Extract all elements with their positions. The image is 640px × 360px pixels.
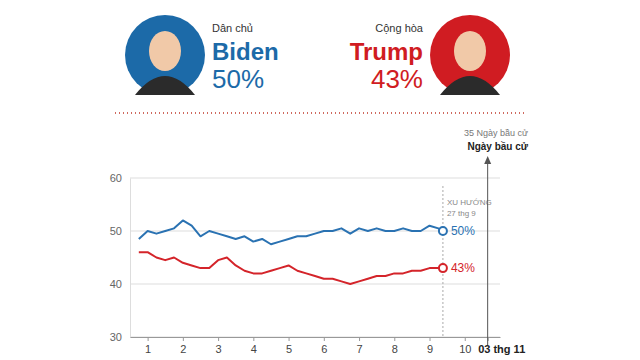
x-tick-mark bbox=[465, 337, 466, 341]
x-tick-mark bbox=[183, 337, 184, 341]
x-tick-label: 2 bbox=[180, 343, 186, 355]
x-tick-mark bbox=[289, 337, 290, 341]
portrait-head bbox=[454, 31, 486, 71]
candidate-name: Biden bbox=[212, 38, 279, 65]
y-tick: 40 bbox=[110, 278, 130, 290]
x-tick: 3 bbox=[216, 337, 222, 355]
y-tick: 60 bbox=[110, 172, 130, 184]
y-axis-line bbox=[130, 179, 131, 338]
x-tick-mark bbox=[218, 337, 219, 341]
chart: Dân chủBiden50%Cộng hòaTrump43%304050601… bbox=[0, 0, 640, 360]
y-tick: 50 bbox=[110, 225, 130, 237]
y-tick-label: 40 bbox=[110, 278, 122, 290]
trend-label: XU HƯỚNG bbox=[447, 198, 492, 207]
y-tick-label: 30 bbox=[110, 331, 122, 343]
candidate-share: 50% bbox=[212, 64, 264, 94]
x-tick-label: 5 bbox=[286, 343, 292, 355]
trend-line bbox=[442, 186, 443, 337]
grid-line bbox=[130, 178, 500, 179]
x-tick: 1 bbox=[145, 337, 151, 355]
x-tick-mark bbox=[148, 337, 149, 341]
party: Dân chủ bbox=[212, 22, 253, 34]
plot-area bbox=[139, 220, 447, 284]
x-tick-label: 8 bbox=[392, 343, 398, 355]
series-line bbox=[139, 220, 443, 244]
x-tick-label: 10 bbox=[459, 343, 471, 355]
election-line bbox=[487, 162, 488, 345]
x-tick-label: 6 bbox=[321, 343, 327, 355]
x-tick: 4 bbox=[251, 337, 257, 355]
x-axis: 1 2 3 4 5 6 7 8 9 10 03 thg 11 bbox=[131, 337, 526, 355]
x-tick-label: 03 thg 11 bbox=[478, 343, 525, 355]
grid-line bbox=[130, 337, 500, 338]
grid-line bbox=[130, 284, 500, 285]
end-labels: 50% 43% bbox=[451, 224, 475, 275]
x-tick: 03 thg 11 bbox=[478, 337, 525, 355]
election-marker: 35 Ngày bầu cử Ngày bầu cử bbox=[464, 128, 529, 345]
x-tick: 10 bbox=[459, 337, 471, 355]
portrait-head bbox=[149, 31, 181, 71]
end-marker bbox=[439, 227, 447, 235]
separator bbox=[115, 112, 525, 114]
x-tick-label: 4 bbox=[251, 343, 257, 355]
candidate-name: Trump bbox=[350, 38, 423, 65]
election-arrowhead bbox=[484, 156, 491, 164]
x-tick: 5 bbox=[286, 337, 292, 355]
x-tick: 2 bbox=[180, 337, 186, 355]
candidate: Cộng hòa Trump43% bbox=[350, 15, 510, 95]
x-tick: 7 bbox=[356, 337, 362, 355]
x-tick-mark bbox=[359, 337, 360, 341]
portrait-shoulders bbox=[440, 76, 500, 95]
x-tick-label: 3 bbox=[216, 343, 222, 355]
x-tick: 8 bbox=[392, 337, 398, 355]
y-tick-label: 50 bbox=[110, 225, 122, 237]
candidate: Dân chủ Biden50% bbox=[125, 15, 279, 95]
party: Cộng hòa bbox=[375, 22, 424, 34]
series-line bbox=[139, 252, 443, 284]
x-tick-mark bbox=[430, 337, 431, 341]
x-tick-mark bbox=[394, 337, 395, 341]
x-tick-mark bbox=[253, 337, 254, 341]
x-tick: 6 bbox=[321, 337, 327, 355]
grid bbox=[130, 178, 500, 337]
x-tick: 9 bbox=[427, 337, 433, 355]
end-label: 43% bbox=[451, 261, 475, 275]
portrait-circle bbox=[125, 15, 205, 95]
portrait-shoulders bbox=[135, 76, 195, 95]
header: Dân chủ Biden50% Cộng hòa Trump43% bbox=[115, 15, 525, 113]
portrait-circle bbox=[430, 15, 510, 95]
end-label: 50% bbox=[451, 224, 475, 238]
election-countdown: 35 Ngày bầu cử bbox=[464, 128, 528, 138]
x-tick-mark bbox=[324, 337, 325, 341]
y-tick-label: 60 bbox=[110, 172, 122, 184]
y-axis: 30 40 50 60 bbox=[110, 172, 131, 343]
candidate-share: 43% bbox=[371, 64, 423, 94]
election-label: Ngày bầu cử bbox=[467, 141, 528, 152]
x-tick-label: 7 bbox=[356, 343, 362, 355]
x-tick-label: 1 bbox=[145, 343, 151, 355]
trend-date: 27 thg 9 bbox=[447, 209, 476, 218]
x-axis-line bbox=[131, 337, 501, 338]
end-marker bbox=[439, 264, 447, 272]
x-tick-label: 9 bbox=[427, 343, 433, 355]
y-tick: 30 bbox=[110, 331, 130, 343]
